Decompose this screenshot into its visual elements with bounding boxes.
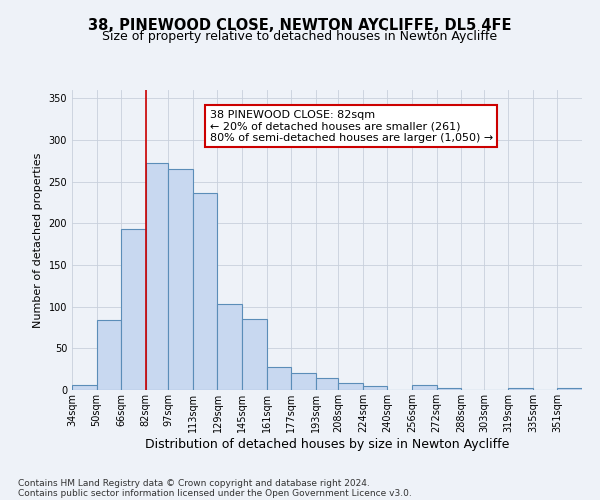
Bar [121,229,146,390]
Bar [363,386,388,390]
Bar [291,374,316,390]
Bar [242,319,266,390]
Bar [437,388,461,390]
Text: Contains HM Land Registry data © Crown copyright and database right 2024.: Contains HM Land Registry data © Crown c… [18,478,370,488]
Bar [316,378,338,390]
Bar [169,169,193,390]
Text: 38, PINEWOOD CLOSE, NEWTON AYCLIFFE, DL5 4FE: 38, PINEWOOD CLOSE, NEWTON AYCLIFFE, DL5… [88,18,512,32]
Bar [412,385,437,390]
Bar [557,388,582,390]
Bar [97,320,121,390]
Bar [193,194,217,390]
Bar [338,384,363,390]
Text: 38 PINEWOOD CLOSE: 82sqm
← 20% of detached houses are smaller (261)
80% of semi-: 38 PINEWOOD CLOSE: 82sqm ← 20% of detach… [210,110,493,142]
Bar [508,388,533,390]
Y-axis label: Number of detached properties: Number of detached properties [33,152,43,328]
Bar [266,366,291,390]
Bar [146,164,169,390]
Text: Size of property relative to detached houses in Newton Aycliffe: Size of property relative to detached ho… [103,30,497,43]
Text: Contains public sector information licensed under the Open Government Licence v3: Contains public sector information licen… [18,488,412,498]
X-axis label: Distribution of detached houses by size in Newton Aycliffe: Distribution of detached houses by size … [145,438,509,451]
Bar [72,385,97,390]
Bar [217,304,242,390]
